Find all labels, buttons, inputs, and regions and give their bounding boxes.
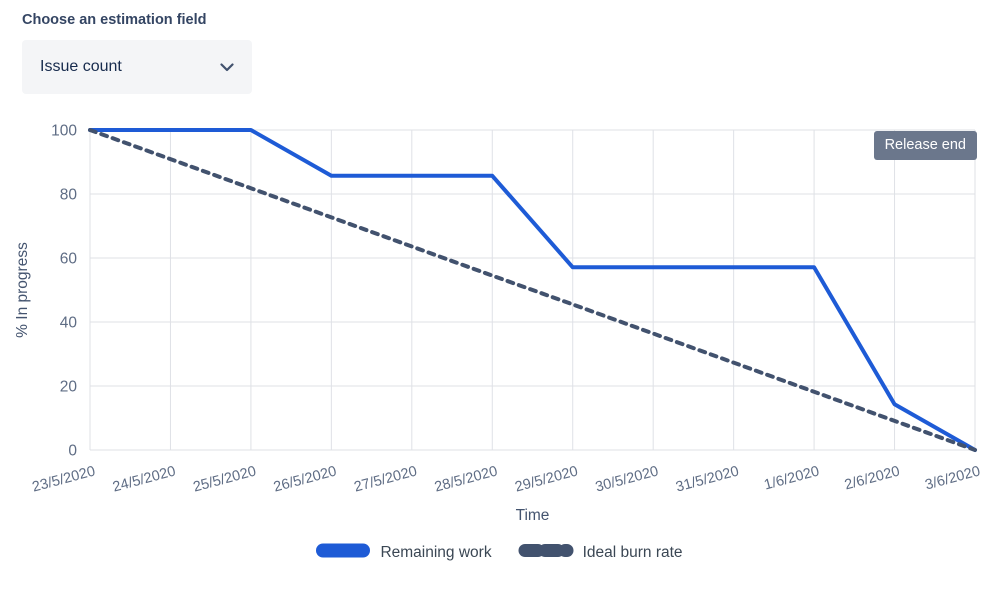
x-tick-label: 27/5/2020 bbox=[352, 463, 418, 495]
y-axis-title: % In progress bbox=[14, 242, 31, 338]
legend-item-remaining-work[interactable]: Remaining work bbox=[315, 543, 492, 563]
y-tick-label: 40 bbox=[60, 315, 78, 332]
x-tick-label: 2/6/2020 bbox=[843, 463, 902, 493]
x-tick-label: 29/5/2020 bbox=[513, 463, 579, 495]
estimation-field-select[interactable]: Issue count bbox=[22, 40, 252, 94]
burndown-chart: 0 20 40 60 80 100 23/5/2020 24/5/2020 25/5/2020 2… bbox=[0, 113, 998, 533]
y-tick-label: 60 bbox=[60, 251, 78, 268]
x-tick-label: 31/5/2020 bbox=[674, 463, 740, 495]
y-tick-label: 20 bbox=[60, 379, 78, 396]
ideal-burn-rate-swatch-icon bbox=[518, 543, 574, 563]
y-tick-label: 0 bbox=[68, 443, 77, 460]
release-end-label: Release end bbox=[873, 131, 977, 160]
legend-label-ideal-burn-rate: Ideal burn rate bbox=[582, 544, 683, 561]
y-tick-label: 80 bbox=[60, 187, 78, 204]
x-tick-label: 30/5/2020 bbox=[594, 463, 660, 495]
x-tick-label: 23/5/2020 bbox=[31, 463, 97, 495]
legend-label-remaining-work: Remaining work bbox=[380, 544, 492, 561]
y-tick-label: 100 bbox=[51, 123, 77, 140]
estimation-field-selected-value: Issue count bbox=[40, 58, 122, 75]
series-line-ideal-burn-rate bbox=[88, 128, 977, 452]
burndown-chart-svg: 0 20 40 60 80 100 23/5/2020 24/5/2020 25/5/2020 2… bbox=[14, 123, 982, 525]
x-tick-label: 25/5/2020 bbox=[191, 463, 257, 495]
x-tick-label: 3/6/2020 bbox=[923, 463, 982, 493]
chart-legend: Remaining work Ideal burn rate bbox=[0, 543, 998, 563]
x-tick-label: 1/6/2020 bbox=[762, 463, 821, 493]
x-axis-title: Time bbox=[516, 507, 550, 524]
x-tick-label: 28/5/2020 bbox=[433, 463, 499, 495]
legend-item-ideal-burn-rate[interactable]: Ideal burn rate bbox=[518, 543, 683, 563]
x-tick-label: 26/5/2020 bbox=[272, 463, 338, 495]
chevron-down-icon bbox=[220, 62, 234, 72]
remaining-work-swatch-icon bbox=[315, 543, 371, 563]
x-tick-label: 24/5/2020 bbox=[111, 463, 177, 495]
series-line-remaining-work bbox=[88, 128, 977, 452]
estimation-field-label: Choose an estimation field bbox=[22, 12, 207, 28]
